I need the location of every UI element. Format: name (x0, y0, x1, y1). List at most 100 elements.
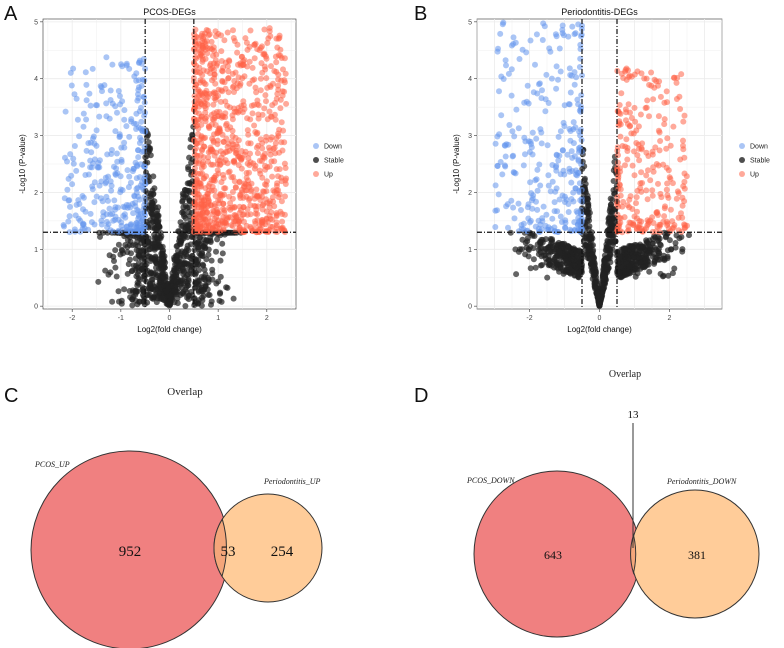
data-point (566, 168, 573, 175)
data-point (199, 38, 206, 45)
data-point (203, 237, 210, 244)
panel-label-c: C (4, 385, 18, 407)
data-point (131, 193, 138, 200)
data-point (257, 136, 264, 143)
data-point (653, 210, 660, 217)
data-point (83, 116, 90, 123)
data-point (637, 185, 644, 191)
data-point (679, 246, 686, 253)
data-point (148, 295, 155, 302)
data-point (141, 301, 148, 308)
data-point (196, 64, 203, 71)
data-point (570, 245, 577, 252)
data-point (271, 144, 278, 151)
data-point (534, 166, 541, 173)
data-point (141, 94, 147, 101)
data-point (530, 256, 537, 263)
x-tick-label: 2 (265, 315, 269, 322)
data-point (626, 263, 633, 270)
data-point (667, 175, 674, 182)
data-point (539, 87, 545, 94)
data-point (626, 72, 633, 79)
data-point (536, 239, 543, 245)
data-point (211, 110, 218, 117)
data-point (529, 151, 536, 158)
data-point (161, 276, 168, 283)
data-point (210, 44, 217, 51)
data-point (143, 134, 150, 140)
data-point (566, 65, 573, 72)
data-point (192, 239, 199, 246)
data-point (649, 151, 656, 158)
data-point (268, 209, 275, 216)
legend-key (739, 171, 745, 177)
data-point (669, 270, 676, 277)
data-point (148, 211, 155, 218)
venn-down-count-right: 381 (688, 548, 706, 562)
data-point (153, 260, 160, 267)
x-tick-label: -2 (526, 315, 532, 322)
y-tick-label: 3 (34, 133, 38, 140)
data-point (71, 226, 78, 233)
data-point (503, 62, 509, 69)
data-point (623, 136, 630, 143)
data-point (156, 289, 163, 296)
x-axis-label: Log2(fold change) (567, 325, 632, 334)
data-point (133, 77, 140, 84)
data-point (248, 225, 255, 232)
data-point (219, 112, 226, 119)
data-point (661, 116, 668, 123)
data-point (585, 213, 592, 220)
data-point (584, 192, 591, 199)
data-point (521, 99, 528, 106)
data-point (65, 218, 72, 225)
data-point (217, 257, 224, 264)
data-point (567, 128, 574, 134)
data-point (570, 140, 577, 147)
data-point (633, 140, 640, 146)
data-point (102, 267, 109, 274)
data-point (683, 173, 690, 180)
data-point (572, 124, 579, 131)
data-point (283, 175, 290, 182)
data-point (631, 172, 638, 179)
data-point (214, 236, 221, 243)
data-point (662, 203, 668, 210)
data-point (135, 95, 142, 101)
data-point (214, 161, 221, 168)
data-point (218, 32, 225, 39)
data-point (537, 182, 544, 189)
data-point (529, 195, 536, 202)
data-point (107, 87, 114, 94)
data-point (232, 184, 239, 191)
data-point (616, 182, 623, 189)
data-point (575, 274, 582, 281)
data-point (80, 206, 86, 213)
data-point (229, 84, 236, 91)
data-point (150, 256, 157, 263)
data-point (562, 252, 568, 259)
data-point (236, 178, 243, 185)
data-point (247, 27, 254, 34)
data-point (646, 268, 653, 275)
data-point (549, 178, 556, 185)
data-point (252, 220, 259, 227)
data-point (122, 242, 129, 248)
data-point (172, 289, 179, 296)
data-point (125, 202, 132, 209)
data-point (573, 208, 580, 215)
data-point (217, 273, 224, 280)
data-point (91, 199, 98, 206)
data-point (246, 195, 253, 202)
y-tick-label: 4 (34, 76, 38, 83)
data-point (157, 229, 164, 236)
data-point (221, 37, 228, 44)
data-point (209, 116, 216, 123)
data-point (115, 88, 122, 94)
data-point (67, 203, 73, 210)
data-point (538, 140, 545, 147)
data-point (211, 71, 218, 78)
data-point (624, 268, 631, 275)
data-point (525, 253, 532, 260)
venn-up-title: Overlap (167, 386, 203, 398)
